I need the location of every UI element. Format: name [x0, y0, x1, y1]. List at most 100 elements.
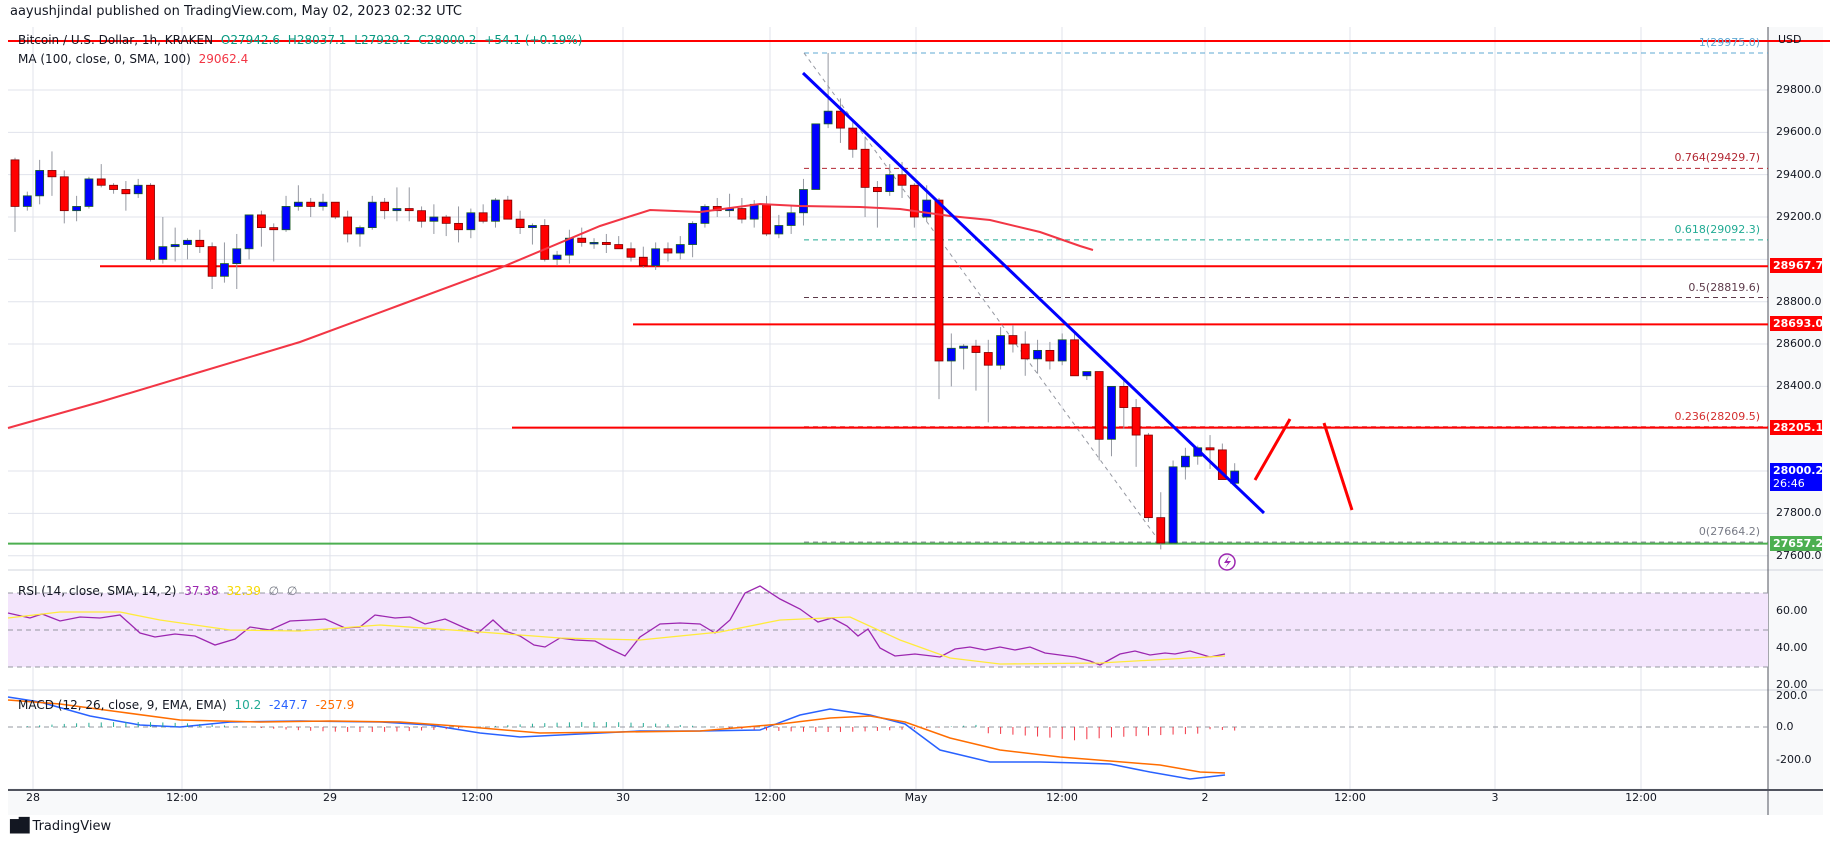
bull-candle — [589, 242, 599, 245]
bull-candle — [946, 347, 956, 362]
fib-label: 0.5(28819.6) — [1688, 280, 1760, 294]
price-tag: 28693.0 — [1770, 316, 1823, 332]
price-tick: 29400.0 — [1776, 167, 1822, 181]
currency-label: USD — [1778, 33, 1802, 46]
rsi-tick: 40.00 — [1776, 641, 1808, 654]
bear-candle — [971, 345, 981, 353]
price-tick: 29600.0 — [1776, 125, 1822, 139]
bear-candle — [762, 203, 771, 235]
time-label: 3 — [1491, 791, 1499, 804]
bear-candle — [638, 256, 648, 267]
bull-candle — [318, 201, 328, 207]
bear-candle — [1020, 343, 1030, 360]
price-tag: 28205.1 — [1770, 419, 1823, 435]
bull-candle — [1033, 349, 1042, 360]
time-label: 12:00 — [166, 791, 198, 804]
symbol-title: Bitcoin / U.S. Dollar, 1h, KRAKEN — [18, 33, 214, 47]
bull-candle — [244, 214, 254, 250]
bear-candle — [47, 170, 57, 178]
bear-candle — [1008, 335, 1018, 345]
bear-candle — [1070, 339, 1079, 377]
bull-candle — [183, 239, 192, 245]
rsi-legend: RSI (14, close, SMA, 14, 2) 37.38 32.39 … — [18, 584, 301, 598]
time-label: 30 — [616, 791, 630, 804]
bear-candle — [96, 178, 106, 186]
ohlc-close: C28000.2 — [418, 33, 477, 47]
bear-candle — [269, 227, 279, 231]
macd-tick: -200.0 — [1776, 753, 1812, 766]
price-tag: 27657.2 — [1770, 535, 1823, 551]
tradingview-logo-icon: ▇█ — [10, 818, 29, 834]
rsi-band — [8, 593, 1768, 667]
bear-candle — [663, 248, 673, 254]
bull-candle — [170, 244, 180, 248]
event-lightning-icon — [1218, 553, 1236, 571]
bear-candle — [121, 189, 131, 195]
bear-candle — [330, 201, 340, 218]
bear-candle — [503, 199, 513, 220]
projection-down-stroke — [1322, 422, 1354, 511]
bull-candle — [84, 178, 94, 207]
time-label: 28 — [26, 791, 40, 804]
bear-candle — [256, 214, 266, 229]
time-label: 12:00 — [461, 791, 493, 804]
ohlc-change: +54.1 (+0.19%) — [484, 33, 583, 47]
bear-candle — [515, 218, 525, 229]
price-tick: 28600.0 — [1776, 337, 1822, 351]
macd-signal-value: -257.9 — [315, 698, 355, 712]
fib-label: 0.236(28209.5) — [1674, 409, 1760, 423]
macd-tick: 200.0 — [1776, 689, 1808, 702]
bull-candle — [675, 244, 685, 254]
time-label: May — [904, 791, 928, 804]
bull-candle — [220, 263, 229, 277]
bull-candle — [35, 170, 45, 197]
chart-background — [8, 27, 1768, 788]
rsi-tick: 60.00 — [1776, 604, 1808, 617]
bull-candle — [922, 199, 932, 218]
bull-candle — [959, 345, 969, 349]
bear-candle — [1144, 434, 1153, 519]
bear-candle — [10, 159, 20, 207]
bull-candle — [1181, 455, 1190, 468]
bear-candle — [441, 216, 451, 224]
bull-candle — [811, 123, 821, 190]
bull-candle — [22, 195, 32, 207]
bear-candle — [1205, 447, 1215, 451]
rsi-tick: 20.00 — [1776, 678, 1808, 691]
footer: ▇█ TradingView — [10, 818, 111, 834]
bull-candle — [491, 199, 500, 222]
bear-candle — [417, 210, 426, 222]
bull-candle — [651, 248, 661, 267]
bear-candle — [454, 222, 463, 231]
bull-candle — [799, 189, 808, 214]
bearish-trendline — [801, 71, 1266, 515]
price-tick: 27800.0 — [1776, 506, 1822, 520]
bull-candle — [1057, 339, 1067, 362]
bear-candle — [873, 186, 882, 193]
bear-candle — [306, 201, 316, 207]
symbol-legend: Bitcoin / U.S. Dollar, 1h, KRAKEN O27942… — [18, 33, 586, 47]
bear-candle — [195, 239, 205, 248]
price-tick: 29800.0 — [1776, 83, 1822, 96]
bull-candle — [885, 174, 895, 193]
price-tick: 27600.0 — [1776, 548, 1822, 562]
ohlc-low: L27929.2 — [354, 33, 411, 47]
published-info: aayushjindal published on TradingView.co… — [10, 4, 462, 19]
bull-candle — [774, 225, 784, 235]
price-tick: 28400.0 — [1776, 379, 1822, 393]
bear-candle — [577, 237, 587, 243]
price-tick: 29200.0 — [1776, 210, 1822, 224]
macd-label: MACD (12, 26, close, 9, EMA, EMA) — [18, 698, 227, 712]
bear-candle — [1045, 349, 1055, 362]
ohlc-high: H28037.1 — [287, 33, 347, 47]
rsi-extra-2: ∅ — [286, 584, 298, 598]
macd-signal-line — [7, 699, 1226, 774]
ma-legend: MA (100, close, 0, SMA, 100) 29062.4 — [18, 52, 252, 66]
bull-candle — [466, 212, 476, 231]
fib-label: 0(27664.2) — [1698, 525, 1760, 539]
projection-up-stroke — [1253, 418, 1292, 481]
bear-candle — [478, 212, 488, 222]
bull-candle — [158, 246, 168, 260]
time-label: 12:00 — [1625, 791, 1657, 804]
